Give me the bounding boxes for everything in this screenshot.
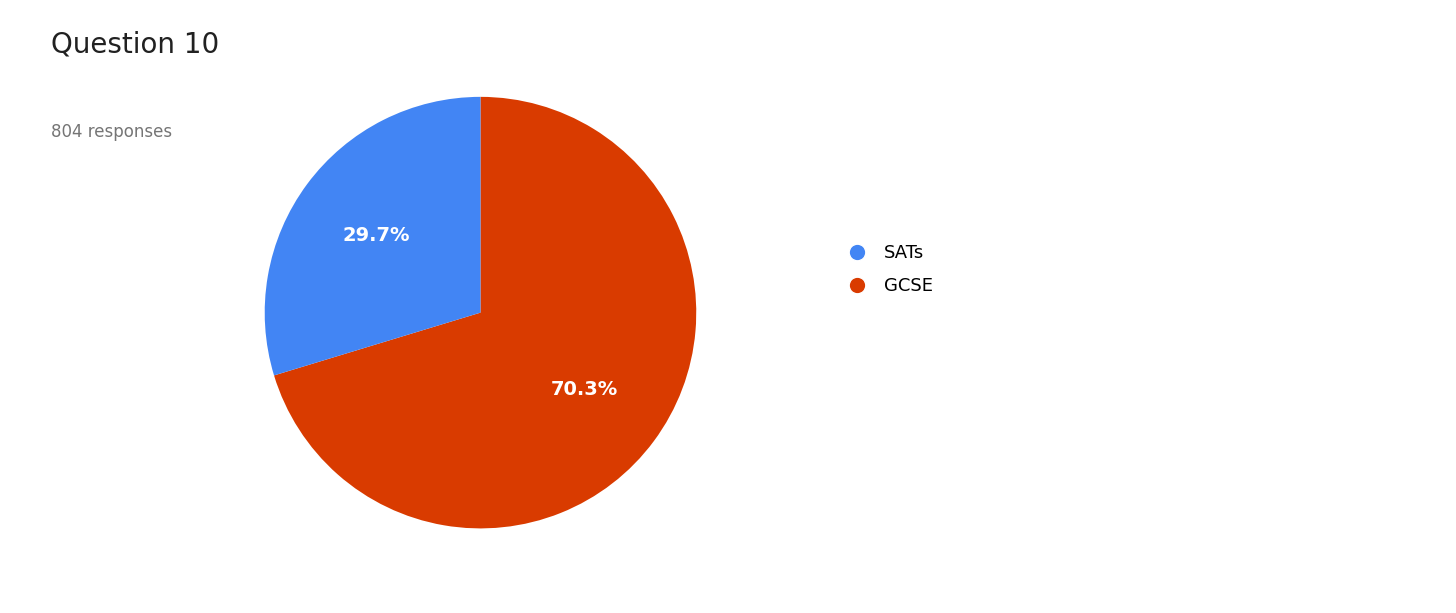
Text: 29.7%: 29.7% [342, 226, 411, 245]
Text: 70.3%: 70.3% [550, 380, 619, 399]
Text: Question 10: Question 10 [51, 31, 220, 59]
Legend: SATs, GCSE: SATs, GCSE [839, 245, 933, 295]
Wedge shape [265, 97, 480, 375]
Text: 804 responses: 804 responses [51, 123, 172, 140]
Wedge shape [274, 97, 696, 528]
